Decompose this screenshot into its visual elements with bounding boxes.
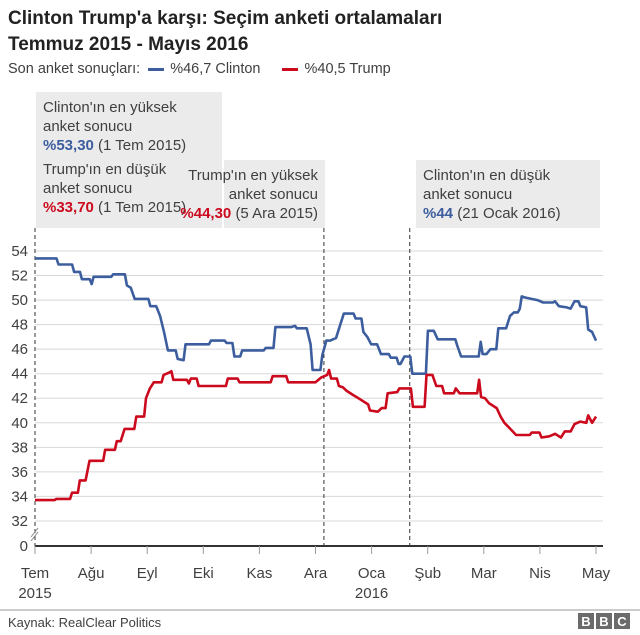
legend-swatch-clinton — [148, 67, 165, 71]
x-tick-label: Eki — [193, 565, 214, 582]
gridlines — [35, 250, 603, 522]
annotation-clinton-high-trump-low: Clinton'ın en yüksek anket sonucu %53,30… — [36, 92, 222, 228]
series-line-trump — [35, 368, 598, 502]
annotation-clinton-low: Clinton'ın en düşük anket sonucu %44 (21… — [416, 160, 600, 228]
x-tick-label: May — [582, 565, 611, 582]
chart-title: Clinton Trump'a karşı: Seçim anketi orta… — [8, 6, 442, 58]
x-tick-label: Tem — [21, 565, 49, 582]
x-axis: Tem 2015 Ağu Eyl Eki Kas Ara Oca 2016 Şub Mar Nis Ma… — [18, 545, 611, 602]
x-tick-label: Eyl — [137, 565, 158, 582]
axis-break-icon — [30, 531, 39, 542]
bbc-logo-letter: B — [596, 613, 612, 629]
series-line-clinton — [35, 257, 598, 375]
annotation-trump-low-value: %33,70 — [43, 199, 94, 216]
x-tick-year-label: 2016 — [355, 585, 388, 602]
y-tick-label: 46 — [11, 341, 28, 358]
bbc-logo: B B C — [578, 613, 630, 629]
annotation-clinton-high-line2: anket sonucu — [43, 118, 133, 135]
x-tick-label: Ara — [304, 565, 328, 582]
annotation-trump-high-line2: anket sonucu — [228, 186, 318, 203]
y-tick-label: 50 — [11, 292, 28, 309]
legend-swatch-trump — [282, 67, 299, 71]
y-axis-ticks: 54 52 50 48 46 44 42 40 38 36 34 32 0 — [11, 243, 39, 555]
x-tick-label: Şub — [414, 565, 441, 582]
y-tick-label-zero: 0 — [20, 538, 28, 555]
x-tick-year-label: 2015 — [18, 585, 51, 602]
line-chart: 54 52 50 48 46 44 42 40 38 36 34 32 0 Tem 2015 Ağu Eyl E… — [11, 228, 611, 602]
x-tick-label: Oca — [358, 565, 386, 582]
annotation-trump-high-text: Trump'ın en yüksek anket sonucu %44,30 (… — [180, 160, 325, 228]
y-tick-label: 34 — [11, 488, 28, 505]
annotation-trump-high-date: (5 Ara 2015) — [235, 205, 318, 222]
annotation-trump-high-line1: Trump'ın en yüksek — [188, 167, 318, 184]
y-tick-label: 52 — [11, 268, 28, 285]
legend-label-clinton: %46,7 Clinton — [170, 61, 261, 77]
y-tick-label: 40 — [11, 415, 28, 432]
y-tick-label: 36 — [11, 464, 28, 481]
footer-divider — [0, 609, 640, 611]
series-lines — [35, 257, 598, 502]
annotation-trump-low-date: (1 Tem 2015) — [98, 199, 187, 216]
y-tick-label: 42 — [11, 390, 28, 407]
y-tick-label: 38 — [11, 439, 28, 456]
chart-subtitle: Temmuz 2015 - Mayıs 2016 — [8, 34, 249, 55]
axis-break-icon — [30, 527, 39, 538]
legend-label-trump: %40,5 Trump — [304, 61, 391, 77]
annotation-clinton-low-date: (21 Ocak 2016) — [457, 205, 561, 222]
annotation-clinton-high-line1: Clinton'ın en yüksek — [43, 99, 177, 116]
bbc-logo-letter: B — [578, 613, 594, 629]
source-label: Kaynak: RealClear Politics — [8, 615, 162, 630]
annotation-clinton-low-line1: Clinton'ın en düşük — [423, 167, 551, 184]
bbc-logo-letter: C — [614, 613, 630, 629]
legend-prefix: Son anket sonuçları: — [8, 61, 141, 77]
chart-title-line1: Clinton Trump'a karşı: Seçim anketi orta… — [8, 8, 443, 29]
y-tick-label: 48 — [11, 317, 28, 334]
x-tick-label: Kas — [246, 565, 272, 582]
annotation-clinton-high-date: (1 Tem 2015) — [98, 137, 187, 154]
y-tick-label: 44 — [11, 366, 28, 383]
annotation-clinton-low-value: %44 — [423, 205, 454, 222]
x-tick-label: Ağu — [78, 565, 105, 582]
legend: Son anket sonuçları: %46,7 Clinton %40,5… — [8, 61, 391, 77]
y-tick-label: 32 — [11, 513, 28, 530]
annotation-trump-low-line1: Trump'ın en düşük — [43, 161, 167, 178]
annotation-clinton-low-line2: anket sonucu — [423, 186, 513, 203]
reference-lines — [34, 228, 411, 546]
annotation-trump-high-value: %44,30 — [180, 205, 232, 222]
y-tick-label: 54 — [11, 243, 28, 260]
x-tick-label: Nis — [529, 565, 551, 582]
x-tick-label: Mar — [471, 565, 497, 582]
annotation-trump-low-line2: anket sonucu — [43, 180, 133, 197]
annotation-trump-high — [224, 160, 325, 228]
annotation-clinton-high-value: %53,30 — [43, 137, 94, 154]
